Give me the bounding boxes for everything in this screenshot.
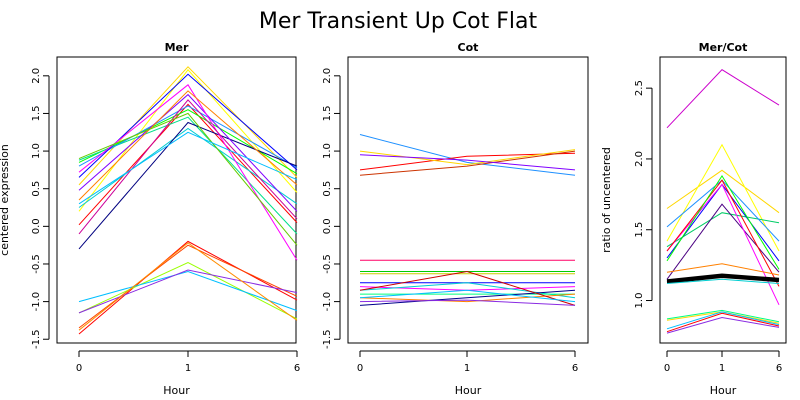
series-line-3 bbox=[78, 109, 298, 175]
x-tick-label: 1 bbox=[719, 363, 725, 374]
series-line-13 bbox=[666, 278, 780, 284]
series-line-7 bbox=[666, 183, 780, 306]
series-line-18 bbox=[78, 270, 298, 312]
series-line-18 bbox=[666, 312, 780, 333]
series-line-3 bbox=[359, 150, 576, 176]
x-axis-label: Hour bbox=[163, 384, 190, 397]
y-tick-label: 0.0 bbox=[31, 218, 42, 234]
panel-cot: Cot -1.5 -1.0 -0.5 0.0 0.5 1.0 1.5 2.0 0 1 6 Hour bbox=[322, 41, 589, 397]
series-line-0 bbox=[78, 103, 298, 226]
series-line-8 bbox=[78, 121, 298, 250]
series-line-4 bbox=[666, 179, 780, 242]
x-tick-label: 1 bbox=[185, 363, 191, 374]
y-tick-label: -0.5 bbox=[31, 254, 42, 274]
panel-title: Mer bbox=[165, 41, 189, 54]
plot-frame bbox=[56, 56, 297, 344]
y-tick-label: 1.5 bbox=[634, 222, 645, 238]
x-tick-label: 0 bbox=[357, 363, 363, 374]
y-tick-label: 1.0 bbox=[31, 143, 42, 159]
x-tick-label: 1 bbox=[464, 363, 470, 374]
panel-mer-cot: Mer/Cot 1.0 1.5 2.0 2.5 0 1 6 Hour ratio of uncen… bbox=[600, 41, 787, 397]
y-tick-label: 1.5 bbox=[31, 105, 42, 121]
y-tick-label: -1.0 bbox=[322, 292, 333, 312]
y-axis-label: centered expression bbox=[0, 144, 11, 256]
series-line-15 bbox=[78, 240, 298, 335]
series-line-4 bbox=[359, 154, 576, 171]
plot-frame bbox=[347, 56, 589, 344]
y-tick-label: -0.5 bbox=[322, 254, 333, 274]
y-tick-label: -1.5 bbox=[31, 329, 42, 349]
series-line-15 bbox=[359, 289, 576, 303]
y-axis-label: ratio of uncentered bbox=[600, 147, 613, 253]
series-line-11 bbox=[78, 99, 298, 235]
series-line-2 bbox=[666, 143, 780, 252]
series-line-17 bbox=[78, 261, 298, 320]
x-tick-label: 6 bbox=[294, 363, 300, 374]
panel-title: Mer/Cot bbox=[699, 41, 748, 54]
series-line-9 bbox=[666, 174, 780, 270]
series-line-13 bbox=[359, 289, 576, 306]
series-line-13 bbox=[78, 112, 298, 246]
x-axis-label: Hour bbox=[710, 384, 737, 397]
series-line-10 bbox=[666, 263, 780, 276]
series-line-20 bbox=[78, 242, 298, 331]
series-line-1 bbox=[666, 169, 780, 214]
series-line-12 bbox=[359, 293, 576, 303]
series-line-5 bbox=[78, 127, 298, 208]
plot-frame bbox=[659, 56, 787, 344]
figure-title: Mer Transient Up Cot Flat bbox=[259, 9, 538, 34]
series-line-0 bbox=[359, 134, 576, 176]
x-tick-label: 0 bbox=[76, 363, 82, 374]
series-line-16 bbox=[666, 311, 780, 330]
series-line-16 bbox=[78, 244, 298, 329]
series-line-0 bbox=[666, 69, 780, 129]
series-line-9 bbox=[78, 93, 298, 212]
series-line-19 bbox=[78, 269, 298, 314]
series-line-4 bbox=[78, 116, 298, 235]
series-line-12 bbox=[78, 90, 298, 201]
series-line-14 bbox=[359, 270, 576, 306]
y-tick-label: 2.5 bbox=[634, 80, 645, 96]
y-tick-label: -1.0 bbox=[31, 292, 42, 312]
series-line-12 bbox=[666, 274, 780, 284]
x-tick-label: 6 bbox=[572, 363, 578, 374]
series-line-16 bbox=[359, 299, 576, 306]
series-line-3 bbox=[666, 212, 780, 248]
panel-title: Cot bbox=[458, 41, 479, 54]
y-tick-label: -1.5 bbox=[322, 329, 333, 349]
x-axis-label: Hour bbox=[455, 384, 482, 397]
x-tick-label: 0 bbox=[664, 363, 670, 374]
x-tick-label: 6 bbox=[776, 363, 782, 374]
series-line-10 bbox=[78, 84, 298, 261]
panel-mer: Mer -1.5 -1.0 -0.5 0.0 0.5 1.0 1.5 2.0 0 1 6 Hour cen… bbox=[0, 41, 300, 397]
y-tick-label: 2.0 bbox=[634, 151, 645, 167]
y-tick-label: 0.0 bbox=[322, 218, 333, 234]
y-tick-label: 2.0 bbox=[31, 68, 42, 84]
series-line-17 bbox=[666, 316, 780, 334]
series-line-2 bbox=[359, 149, 576, 166]
series-line-8 bbox=[666, 179, 780, 287]
y-tick-label: 2.0 bbox=[322, 68, 333, 84]
series-line-14 bbox=[78, 131, 298, 205]
series-line-6 bbox=[666, 203, 780, 280]
y-tick-label: 0.5 bbox=[31, 181, 42, 197]
y-tick-label: 1.5 bbox=[322, 105, 333, 121]
y-tick-label: 0.5 bbox=[322, 181, 333, 197]
y-tick-label: 1.0 bbox=[322, 143, 333, 159]
y-tick-label: 1.0 bbox=[634, 293, 645, 309]
series-line-6 bbox=[78, 105, 298, 169]
series-line-14 bbox=[666, 309, 780, 323]
